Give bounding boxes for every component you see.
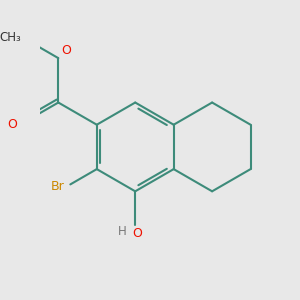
Text: O: O xyxy=(132,227,142,240)
Text: H: H xyxy=(118,225,127,238)
Text: CH₃: CH₃ xyxy=(0,31,21,44)
Text: O: O xyxy=(61,44,71,57)
Text: O: O xyxy=(7,118,17,131)
Text: Br: Br xyxy=(51,180,65,194)
